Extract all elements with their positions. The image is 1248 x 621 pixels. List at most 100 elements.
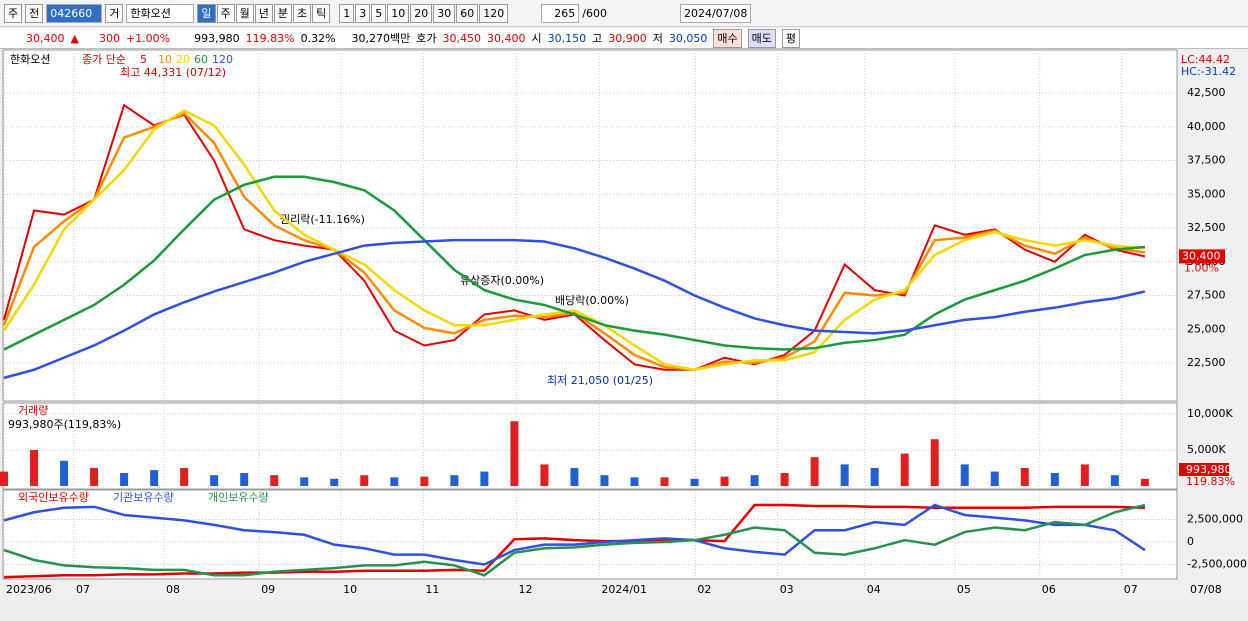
volume-bar — [990, 471, 999, 486]
volume-bar — [660, 477, 669, 486]
toolbar-button[interactable]: 20 — [410, 3, 433, 23]
volume-bar — [960, 464, 969, 486]
volume-tag-pct: 119.83% — [1186, 475, 1235, 488]
volume-bar — [240, 473, 249, 486]
sell-button[interactable]: 매도 — [747, 28, 776, 48]
code[interactable]: 042660 — [46, 3, 103, 23]
toolbar-button[interactable]: 월 — [235, 3, 254, 23]
x-tick-label: 10 — [343, 583, 357, 596]
legend-item: 20 — [176, 53, 190, 66]
turnover: 0.32% — [300, 31, 336, 45]
series-line — [2, 111, 1146, 372]
x-tick-label: 2024/01 — [601, 583, 647, 596]
toolbar-button[interactable]: 주 — [216, 3, 235, 23]
legend-item: 60 — [194, 53, 208, 66]
volume-bar — [480, 471, 489, 486]
period[interactable]: 주 — [4, 3, 23, 23]
toolbar-button[interactable]: 일 — [197, 3, 216, 23]
high: 30,900 — [608, 31, 647, 45]
series-line — [3, 503, 1146, 577]
volume-bar — [360, 475, 369, 486]
volume-bar — [540, 464, 549, 486]
volume-tag — [1179, 463, 1229, 476]
y-tick-label: 22,500 — [1187, 356, 1226, 369]
y-tick-label: 37,500 — [1187, 154, 1226, 167]
ask: 30,450 — [442, 31, 482, 45]
total: /600 — [582, 6, 607, 20]
toolbar-button[interactable]: 30 — [433, 3, 456, 23]
price-tag-label: 30,400 — [1182, 249, 1221, 262]
volume-bar — [180, 467, 189, 486]
volume-bar — [150, 470, 159, 486]
annotation: 권리락(-11.16%) — [280, 213, 365, 226]
toolbar-button[interactable]: 년 — [254, 3, 273, 23]
volume: 993,980 — [194, 31, 240, 45]
low-label: 저 — [652, 32, 663, 45]
x-tick-label: 06 — [1042, 583, 1056, 596]
legend-item: 외국인보유수량 — [18, 491, 89, 504]
volume-bar — [570, 467, 579, 486]
x-tick-label: 02 — [697, 583, 711, 596]
y-tick-label: 32,500 — [1187, 221, 1226, 234]
amount: 30,270백만 — [351, 32, 411, 45]
price-tag — [1179, 249, 1225, 264]
low: 30,050 — [668, 31, 708, 45]
shown[interactable]: 265 — [541, 3, 580, 23]
volume-bar — [780, 473, 789, 486]
volume-bar — [30, 449, 39, 486]
open-label: 시 — [531, 32, 542, 45]
volume-bar — [930, 439, 939, 486]
toolbar-button[interactable]: 5 — [371, 3, 387, 23]
avg-button[interactable]: 평 — [781, 28, 801, 48]
toolbar-button[interactable]: 120 — [479, 3, 509, 23]
date[interactable]: 2024/07/08 — [679, 3, 752, 23]
x-tick-label: 07 — [1124, 583, 1138, 596]
stock-name[interactable]: 한화오션 — [126, 3, 195, 23]
volume-bar — [1080, 464, 1089, 486]
volume-bar — [630, 477, 639, 486]
y-tick-label: 5,000K — [1187, 443, 1226, 456]
buy-button[interactable]: 매수 — [713, 28, 742, 48]
type[interactable]: 거 — [105, 3, 124, 23]
volume-bar — [840, 464, 849, 486]
toolbar-button[interactable]: 초 — [293, 3, 312, 23]
toolbar-button[interactable]: 틱 — [312, 3, 331, 23]
scrollbar[interactable] — [0, 598, 1248, 621]
toolbar-button[interactable]: 1 — [339, 3, 355, 23]
toolbar-button[interactable]: 3 — [355, 3, 371, 23]
hc: HC:-31.42 — [1181, 65, 1236, 78]
toolbar-button[interactable]: 10 — [387, 3, 410, 23]
volume-subtitle: 993,980주(119,83%) — [8, 418, 121, 431]
x-tick-label: 05 — [957, 583, 971, 596]
price-panel — [2, 49, 1178, 402]
quote-label: 호가 — [416, 32, 437, 45]
y-tick-label: 0 — [1187, 535, 1194, 548]
volume-bar — [420, 476, 429, 486]
y-tick-label: 42,500 — [1187, 86, 1226, 99]
y-tick-label: 2,500,000 — [1187, 512, 1243, 525]
volume-bar — [1050, 473, 1059, 486]
volume-bar — [270, 475, 279, 486]
last-date: 07/08 — [1190, 583, 1222, 596]
toolbar-button[interactable]: 60 — [456, 3, 479, 23]
x-tick-label: 2023/06 — [6, 583, 52, 596]
volume-bar — [330, 478, 339, 486]
y-tick-label: 40,000 — [1187, 120, 1226, 133]
series-line — [3, 238, 1146, 380]
annotation: 최저 21,050 (01/25) — [547, 374, 653, 387]
volume-bar — [210, 475, 219, 486]
price-change: 1.00% — [1184, 261, 1219, 274]
legend-item: 5 — [140, 53, 147, 66]
volume-bar — [510, 421, 519, 486]
price: 30,400 — [26, 31, 65, 45]
legend-item: 기관보유수량 — [113, 491, 174, 504]
mode[interactable]: 전 — [25, 3, 44, 23]
volume-tag-label: 993,980 — [1186, 463, 1232, 476]
volume-bar — [870, 467, 879, 486]
toolbar-button[interactable]: 분 — [273, 3, 292, 23]
x-tick-label: 09 — [261, 583, 275, 596]
volume-panel — [2, 402, 1178, 490]
